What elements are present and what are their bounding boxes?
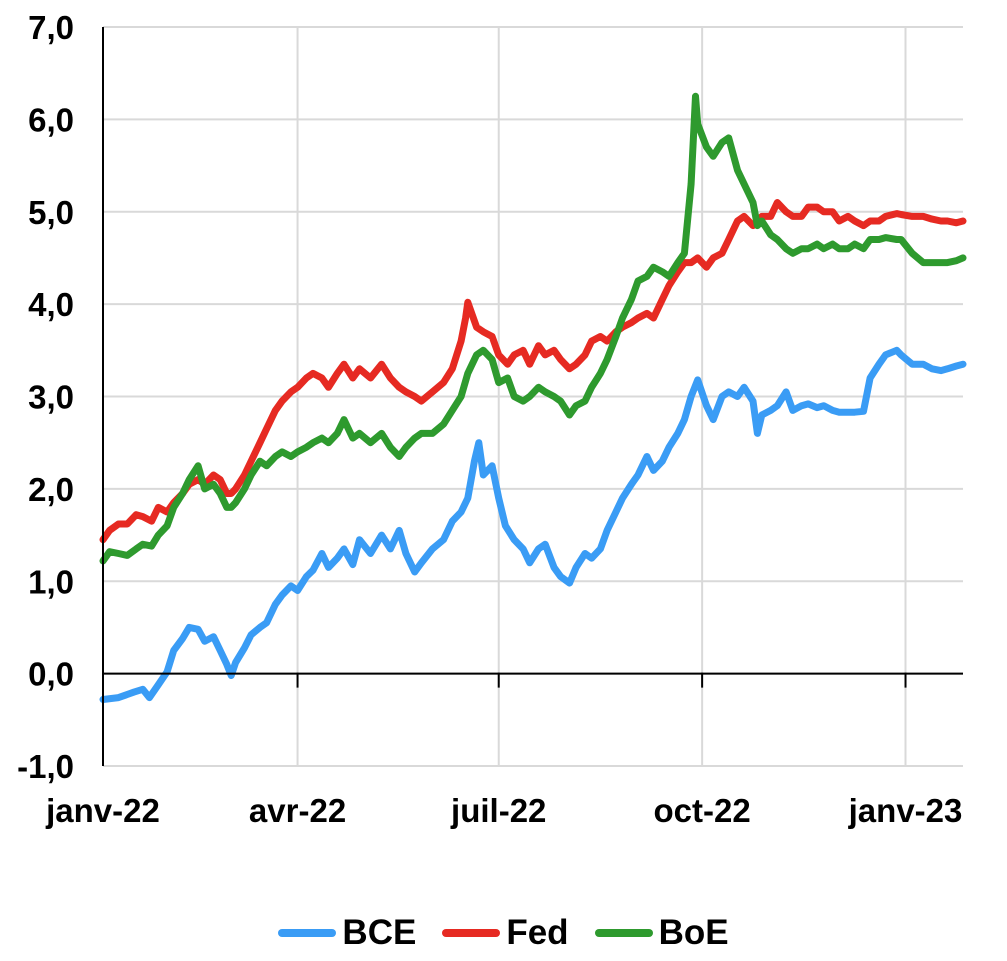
x-tick-label: juil-22 [450, 792, 546, 829]
legend-label-fed: Fed [506, 913, 569, 952]
y-tick-label: 4,0 [28, 286, 74, 323]
axes [102, 27, 963, 766]
x-tick-label: janv-22 [45, 792, 160, 829]
x-tick-label: janv-23 [848, 792, 963, 829]
legend-item-bce: BCE [278, 913, 416, 953]
y-tick-label: 0,0 [28, 656, 74, 693]
series-lines [99, 92, 967, 703]
legend: BCE Fed BoE [0, 905, 1007, 961]
y-tick-label: -1,0 [17, 748, 74, 785]
x-tick-label: avr-22 [249, 792, 346, 829]
legend-label-bce: BCE [342, 913, 417, 952]
y-axis-tick-labels: -1,0 0,0 1,0 2,0 3,0 4,0 5,0 6,0 7,0 [17, 9, 74, 785]
legend-swatch-bce [278, 929, 337, 937]
y-tick-label: 1,0 [28, 563, 74, 600]
legend-swatch-fed [442, 929, 501, 937]
y-tick-label: 6,0 [28, 101, 74, 138]
series-line-fed [99, 199, 967, 544]
y-tick-label: 5,0 [28, 194, 74, 231]
legend-swatch-boe [594, 929, 653, 937]
x-tick-label: oct-22 [654, 792, 751, 829]
series-line-bce [99, 346, 967, 703]
y-tick-label: 3,0 [28, 379, 74, 416]
series-line-boe [99, 92, 967, 565]
legend-item-fed: Fed [442, 913, 569, 953]
legend-label-boe: BoE [658, 913, 729, 952]
y-tick-label: 7,0 [28, 9, 74, 46]
x-axis-tick-labels: janv-22 avr-22 juil-22 oct-22 janv-23 [45, 792, 962, 829]
legend-item-boe: BoE [594, 913, 729, 953]
y-tick-label: 2,0 [28, 471, 74, 508]
line-chart: -1,0 0,0 1,0 2,0 3,0 4,0 5,0 6,0 7,0 janv-22 avr-… [17, 9, 967, 829]
